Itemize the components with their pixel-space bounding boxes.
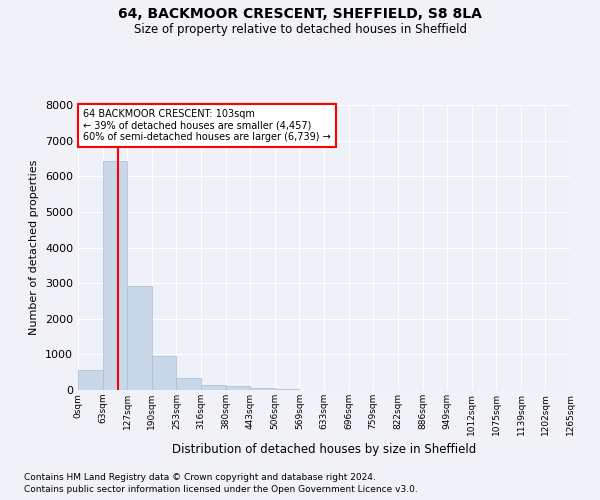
Bar (152, 356, 176, 390)
Bar (250, 388, 275, 390)
Bar (201, 384, 226, 390)
Bar (226, 386, 250, 390)
Bar (176, 378, 201, 390)
Text: 64 BACKMOOR CRESCENT: 103sqm
← 39% of detached houses are smaller (4,457)
60% of: 64 BACKMOOR CRESCENT: 103sqm ← 39% of de… (83, 110, 331, 142)
Text: 64, BACKMOOR CRESCENT, SHEFFIELD, S8 8LA: 64, BACKMOOR CRESCENT, SHEFFIELD, S8 8LA (118, 8, 482, 22)
Bar (78, 370, 103, 390)
Bar (103, 161, 127, 390)
Y-axis label: Number of detached properties: Number of detached properties (29, 160, 40, 335)
Text: Distribution of detached houses by size in Sheffield: Distribution of detached houses by size … (172, 442, 476, 456)
Text: Contains HM Land Registry data © Crown copyright and database right 2024.: Contains HM Land Registry data © Crown c… (24, 472, 376, 482)
Text: Size of property relative to detached houses in Sheffield: Size of property relative to detached ho… (133, 22, 467, 36)
Bar (127, 286, 152, 390)
Text: Contains public sector information licensed under the Open Government Licence v3: Contains public sector information licen… (24, 485, 418, 494)
